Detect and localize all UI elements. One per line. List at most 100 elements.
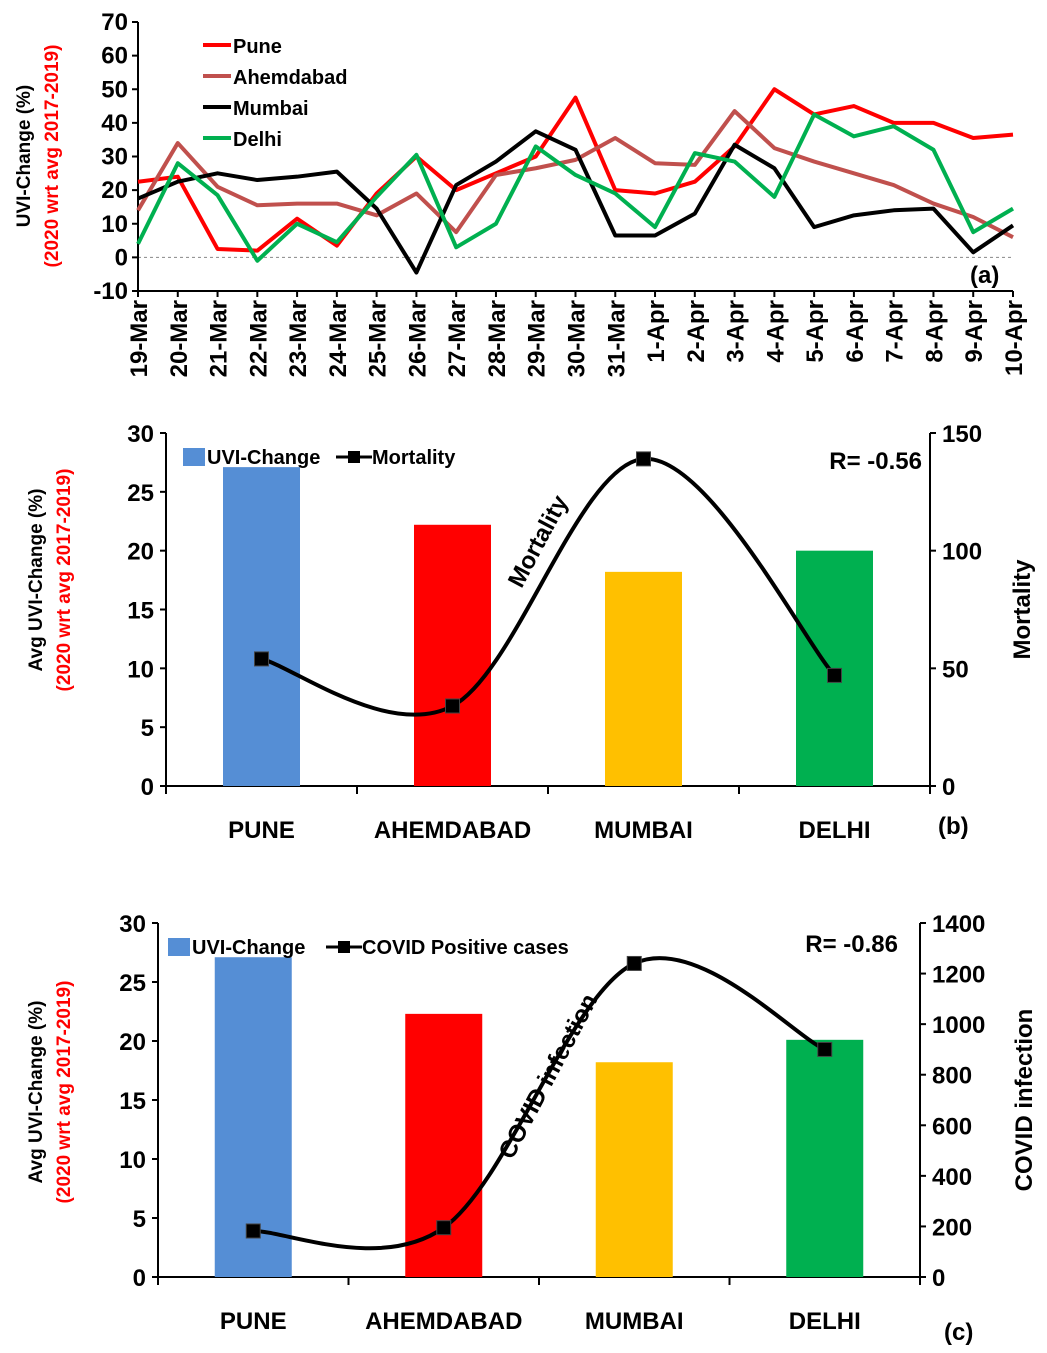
x-tick-label: 6-Apr: [842, 300, 869, 363]
y-tick-label: 25: [127, 480, 154, 507]
x-tick-label: 5-Apr: [802, 300, 829, 363]
x-tick-label: 1-Apr: [643, 300, 670, 363]
legend-swatch-marker: [338, 941, 350, 953]
line-series-curve: [253, 956, 826, 1251]
y2-tick-label: 0: [932, 1265, 945, 1292]
y-axis-title: Avg UVI-Change (%): [26, 1001, 47, 1184]
category-label-mumbai: MUMBAI: [594, 817, 693, 844]
category-label-delhi: DELHI: [799, 817, 871, 844]
y-tick-label: 25: [119, 970, 146, 997]
x-tick-label: 30-Mar: [564, 300, 591, 377]
line-marker-delhi: [827, 667, 842, 683]
y-tick-label: 20: [101, 177, 128, 204]
category-label-pune: PUNE: [228, 817, 295, 844]
y-tick-label: 15: [119, 1088, 146, 1115]
line-marker-mumbai: [636, 451, 651, 467]
series-line-mumbai: [137, 129, 1015, 275]
x-tick-label: 28-Mar: [484, 300, 511, 377]
y-tick-label: 60: [101, 43, 128, 70]
series-line-ahemdabad: [136, 109, 1014, 239]
bar-ahemdabad: [405, 1013, 483, 1277]
y2-tick-label: 1000: [932, 1012, 985, 1039]
panel-c-bar-covid-chart: 0 5 10 15 20 25 30 0 200 400 600 800 1000 1200 1400 PUN…: [26, 911, 1038, 1346]
y-tick-label: -10: [93, 278, 128, 305]
panel-label: (a): [970, 262, 999, 289]
x-tick-label: 21-Mar: [206, 300, 233, 377]
x-tick-label: 8-Apr: [921, 300, 948, 363]
y-tick-label: 5: [141, 715, 154, 742]
category-label-delhi: DELHI: [789, 1308, 861, 1335]
y-tick-label: 10: [119, 1147, 146, 1174]
legend-swatch-bar: [168, 938, 190, 956]
line-marker-pune: [245, 1223, 261, 1239]
x-tick-label: 22-Mar: [245, 300, 272, 377]
line-marker-ahemdabad: [445, 698, 460, 714]
line-marker-ahemdabad: [436, 1220, 452, 1236]
category-label-pune: PUNE: [220, 1308, 287, 1335]
x-tick-label: 29-Mar: [524, 300, 551, 377]
y-tick-label: 40: [101, 110, 128, 137]
bar-mumbai: [605, 571, 682, 786]
x-tick-label: 31-Mar: [603, 300, 630, 377]
legend-label-ahemdabad: Ahemdabad: [233, 67, 347, 89]
correlation-annotation: R= -0.56: [829, 448, 922, 475]
line-series-curve: [260, 456, 837, 717]
y-tick-label: 30: [101, 144, 128, 171]
correlation-annotation: R= -0.86: [805, 931, 898, 958]
y2-tick-label: 400: [932, 1164, 972, 1191]
x-tick-label: 3-Apr: [723, 300, 750, 363]
x-tick-label: 27-Mar: [444, 300, 471, 377]
legend-swatch-marker: [348, 451, 360, 463]
x-tick-label: 2-Apr: [683, 300, 710, 363]
category-label-ahemdabad: AHEMDABAD: [374, 817, 531, 844]
y-tick-label: 30: [119, 911, 146, 938]
category-label-ahemdabad: AHEMDABAD: [365, 1308, 522, 1335]
x-tick-label: 9-Apr: [961, 300, 988, 363]
y-tick-label: 10: [127, 656, 154, 683]
curve-label: COVID infection: [494, 989, 604, 1163]
bar-delhi: [786, 1039, 864, 1277]
y2-axis-title: COVID infection: [1011, 1009, 1038, 1192]
y2-tick-label: 0: [942, 774, 955, 801]
y-axis-subtitle: (2020 wrt avg 2017-2019): [54, 469, 75, 692]
panel-b-bar-mortality-chart: 0 5 10 15 20 25 30 0 50 100 150 PUNE AHEMDABAD MUMBAI…: [26, 421, 1036, 844]
line-marker-delhi: [817, 1041, 833, 1057]
x-tick-label: 24-Mar: [325, 300, 352, 377]
y2-tick-label: 100: [942, 539, 982, 566]
y-tick-label: 10: [101, 211, 128, 238]
line-marker-pune: [254, 651, 269, 667]
panel-label: (b): [938, 813, 969, 840]
x-tick-label: 19-Mar: [126, 300, 153, 377]
x-tick-label: 4-Apr: [762, 300, 789, 363]
bar-pune: [223, 467, 300, 786]
legend-label-mumbai: Mumbai: [233, 98, 309, 120]
y2-tick-label: 200: [932, 1214, 972, 1241]
legend-label-pune: Pune: [233, 36, 282, 58]
line-marker-mumbai: [626, 955, 642, 971]
legend-label-bar: UVI-Change: [192, 937, 305, 959]
y-tick-label: 30: [127, 421, 154, 448]
legend-label-line: Mortality: [372, 447, 456, 469]
x-tick-label: 23-Mar: [285, 300, 312, 377]
y2-tick-label: 1200: [932, 962, 985, 989]
x-tick-label: 25-Mar: [365, 300, 392, 377]
legend-label-delhi: Delhi: [233, 129, 282, 151]
bar-ahemdabad: [414, 524, 491, 786]
y-axis-title: Avg UVI-Change (%): [26, 489, 47, 672]
y2-tick-label: 50: [942, 656, 969, 683]
x-tick-label: 10-Apr: [1001, 300, 1028, 376]
x-tick-label: 7-Apr: [882, 300, 909, 363]
y-axis-subtitle: (2020 wrt avg 2017-2019): [42, 45, 63, 268]
panel-a-line-chart: -10 0 10 20 30 40 50 60 70 19-Mar 20-Mar 21-Mar 22-M…: [14, 9, 1028, 377]
series-line-pune: [137, 87, 1014, 253]
panel-label: (c): [944, 1319, 973, 1346]
y-tick-label: 20: [119, 1029, 146, 1056]
bar-mumbai: [595, 1062, 673, 1277]
x-tick-label: 26-Mar: [404, 300, 431, 377]
y-tick-label: 0: [133, 1265, 146, 1292]
legend-swatch-bar: [183, 448, 205, 466]
y2-tick-label: 1400: [932, 911, 985, 938]
y2-tick-label: 600: [932, 1113, 972, 1140]
